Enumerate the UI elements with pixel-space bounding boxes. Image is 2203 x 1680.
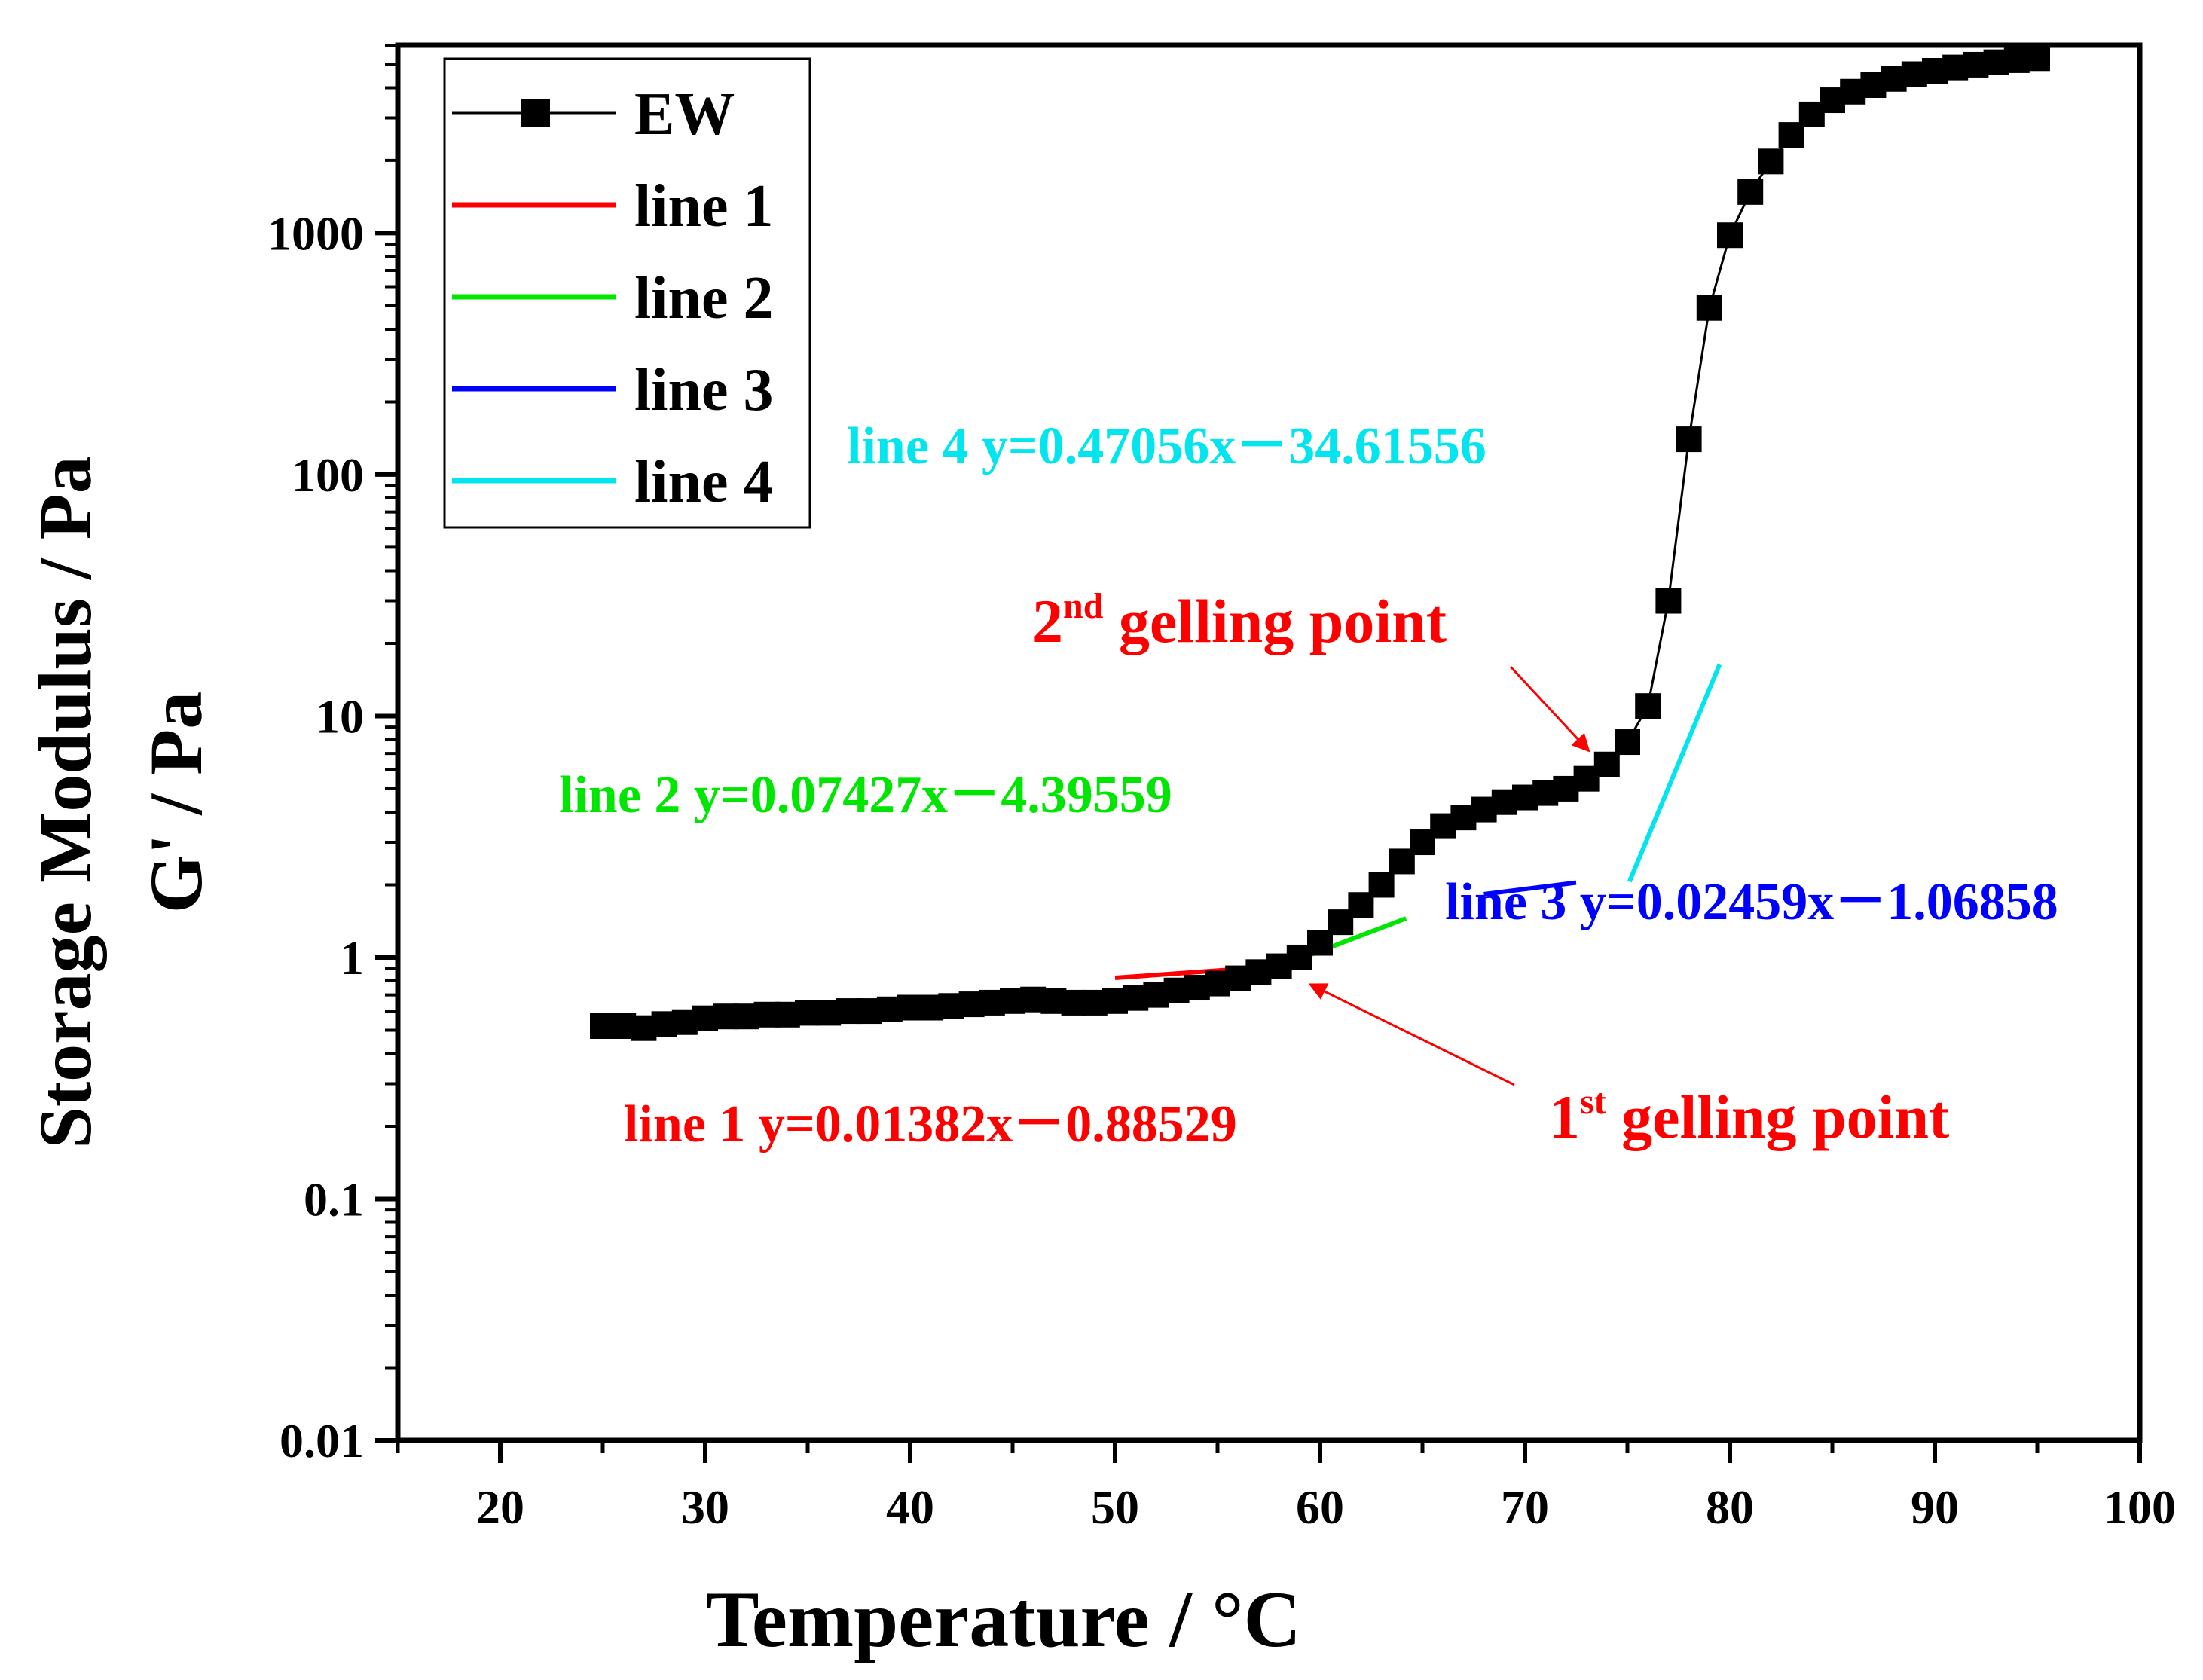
y-tick-label: 100 bbox=[292, 448, 364, 502]
legend-label-2: line 1 bbox=[634, 173, 773, 240]
x-tick-label: 100 bbox=[2104, 1480, 2176, 1534]
ew-point bbox=[1676, 426, 1702, 453]
first-gelling-point-superscript: st bbox=[1580, 1082, 1606, 1122]
second-gelling-point-superscript: nd bbox=[1063, 586, 1104, 626]
x-tick-label: 40 bbox=[886, 1480, 934, 1534]
legend: EW line 1 line 2 line 3 line 4 bbox=[443, 57, 811, 529]
second-gelling-point-arrow bbox=[1509, 665, 1590, 753]
ew-point bbox=[2024, 45, 2050, 72]
fit-line-3 bbox=[1483, 880, 1577, 897]
first-gelling-point-text: gelling point bbox=[1606, 1083, 1950, 1151]
legend-box bbox=[443, 57, 811, 529]
annotations: line 1 y=0.01382x－0.88529 line 2 y=0.0742… bbox=[559, 417, 2058, 1153]
legend-label-5: line 4 bbox=[634, 449, 773, 515]
ew-point bbox=[1368, 872, 1395, 898]
ew-point bbox=[1615, 729, 1640, 756]
second-gelling-point-label: 2nd gelling point bbox=[1032, 586, 1447, 655]
ew-point bbox=[1696, 295, 1722, 321]
axes: 20 30 40 50 60 70 80 90 100 0.01 0.1 1 10 100 1000 bbox=[267, 44, 2176, 1534]
ew-point bbox=[1593, 751, 1620, 777]
plot-frame bbox=[395, 42, 2143, 1443]
x-tick-label: 60 bbox=[1296, 1480, 1344, 1534]
legend-label-4: line 3 bbox=[634, 357, 773, 423]
x-tick-label: 70 bbox=[1501, 1480, 1549, 1534]
second-gelling-point-text: gelling point bbox=[1103, 587, 1447, 655]
x-tick-label: 50 bbox=[1091, 1480, 1139, 1534]
y-axis-title-line1: Storage Modulus / Pa bbox=[23, 456, 107, 1148]
fit-line-4 bbox=[1627, 663, 1722, 883]
annotation-line1: line 1 y=0.01382x－0.88529 bbox=[624, 1095, 1237, 1153]
legend-marker bbox=[521, 99, 550, 127]
ew-series bbox=[590, 45, 2050, 1041]
y-tick-label: 0.01 bbox=[280, 1414, 364, 1468]
legend-label-3: line 2 bbox=[634, 265, 773, 331]
second-gelling-point-number: 2 bbox=[1032, 587, 1063, 655]
annotation-line2: line 2 y=0.07427x－4.39559 bbox=[559, 766, 1172, 824]
legend-label-1: EW bbox=[634, 81, 735, 148]
x-tick-label: 80 bbox=[1706, 1480, 1754, 1534]
x-axis-title: Temperature / °C bbox=[706, 1575, 1301, 1663]
y-axis-title-line2: G' / Pa bbox=[134, 692, 218, 913]
legend-items: EW line 1 line 2 line 3 line 4 bbox=[452, 81, 773, 515]
annotation-line4: line 4 y=0.47056x－34.61556 bbox=[847, 417, 1486, 475]
y-tick-label: 10 bbox=[316, 689, 364, 743]
annotation-line3: line 3 y=0.02459x－1.06858 bbox=[1445, 873, 2058, 931]
first-gelling-point-number: 1 bbox=[1549, 1083, 1580, 1151]
ew-point bbox=[1655, 588, 1682, 614]
y-tick-label: 0.1 bbox=[304, 1172, 364, 1226]
x-tick-label: 90 bbox=[1911, 1480, 1959, 1534]
ew-point bbox=[1635, 693, 1661, 719]
first-gelling-point-label: 1st gelling point bbox=[1549, 1082, 1949, 1151]
ew-point bbox=[1758, 148, 1784, 175]
ew-point bbox=[1737, 179, 1764, 205]
y-tick-label: 1 bbox=[340, 931, 364, 985]
first-gelling-point-arrow bbox=[1308, 983, 1515, 1086]
x-tick-label: 20 bbox=[476, 1480, 524, 1534]
ew-point bbox=[1717, 222, 1743, 249]
y-tick-label: 1000 bbox=[267, 206, 364, 260]
x-tick-label: 30 bbox=[681, 1480, 729, 1534]
plot-border bbox=[395, 42, 2143, 1443]
